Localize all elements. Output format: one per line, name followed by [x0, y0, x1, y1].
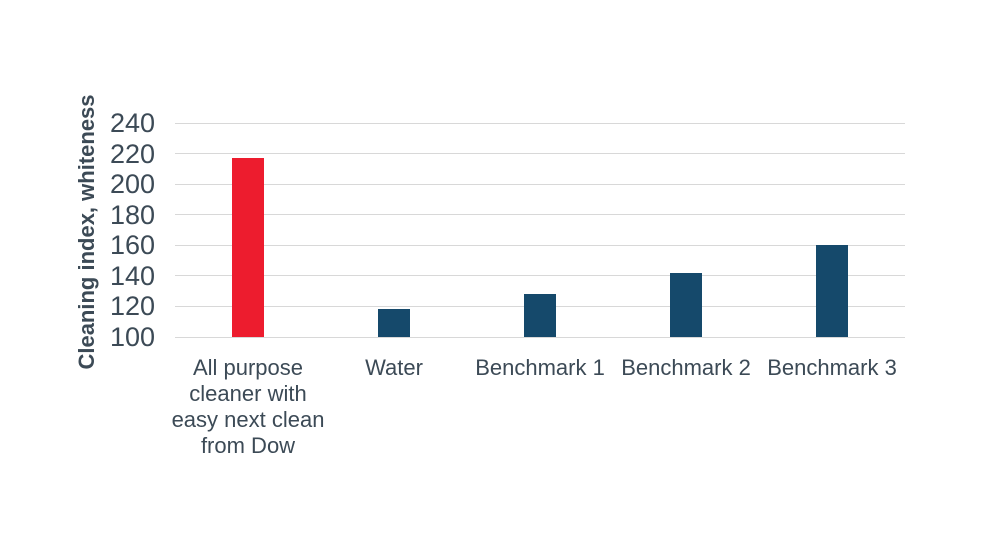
x-axis-label-line: cleaner with	[189, 381, 307, 406]
x-axis-label-line: All purpose	[192, 355, 304, 380]
bar-water	[378, 309, 410, 337]
bar-benchmark-3	[816, 245, 848, 337]
gridline-y-100	[175, 336, 905, 338]
x-axis-label-line: Benchmark 2	[621, 355, 751, 380]
x-axis-label-2: Water	[294, 355, 494, 381]
y-tick-label-200: 200	[109, 169, 155, 200]
x-axis-label-line: Water	[365, 355, 423, 380]
bar-all-purpose-cleaner	[232, 158, 264, 337]
x-axis-label-1: All purpose cleaner with easy next clean fr…	[148, 355, 348, 459]
y-tick-label-240: 240	[109, 108, 155, 138]
y-tick-label-180: 180	[109, 199, 155, 230]
gridline-y-140	[175, 275, 905, 277]
bar-benchmark-1	[524, 294, 556, 337]
y-tick-label-140: 140	[109, 260, 155, 291]
y-tick-label-120: 120	[109, 291, 155, 322]
x-axis-label-3: Benchmark 1	[440, 355, 640, 381]
gridline-y-240	[175, 122, 905, 124]
y-tick-label-160: 160	[109, 230, 155, 261]
x-axis-label-line: from Dow	[200, 433, 296, 458]
y-tick-label-220: 220	[109, 138, 155, 169]
gridline-y-220	[175, 153, 905, 155]
gridline-y-180	[175, 214, 905, 216]
x-axis-label-line: Benchmark 3	[767, 355, 897, 380]
gridline-y-160	[175, 244, 905, 246]
x-axis-label-5: Benchmark 3	[732, 355, 932, 381]
x-axis-label-line: Benchmark 1	[475, 355, 605, 380]
x-axis-label-4: Benchmark 2	[586, 355, 786, 381]
bar-benchmark-2	[670, 272, 702, 337]
y-tick-label-100: 100	[109, 322, 155, 352]
gridline-y-200	[175, 183, 905, 185]
x-axis-label-line: easy next clean	[171, 407, 325, 432]
